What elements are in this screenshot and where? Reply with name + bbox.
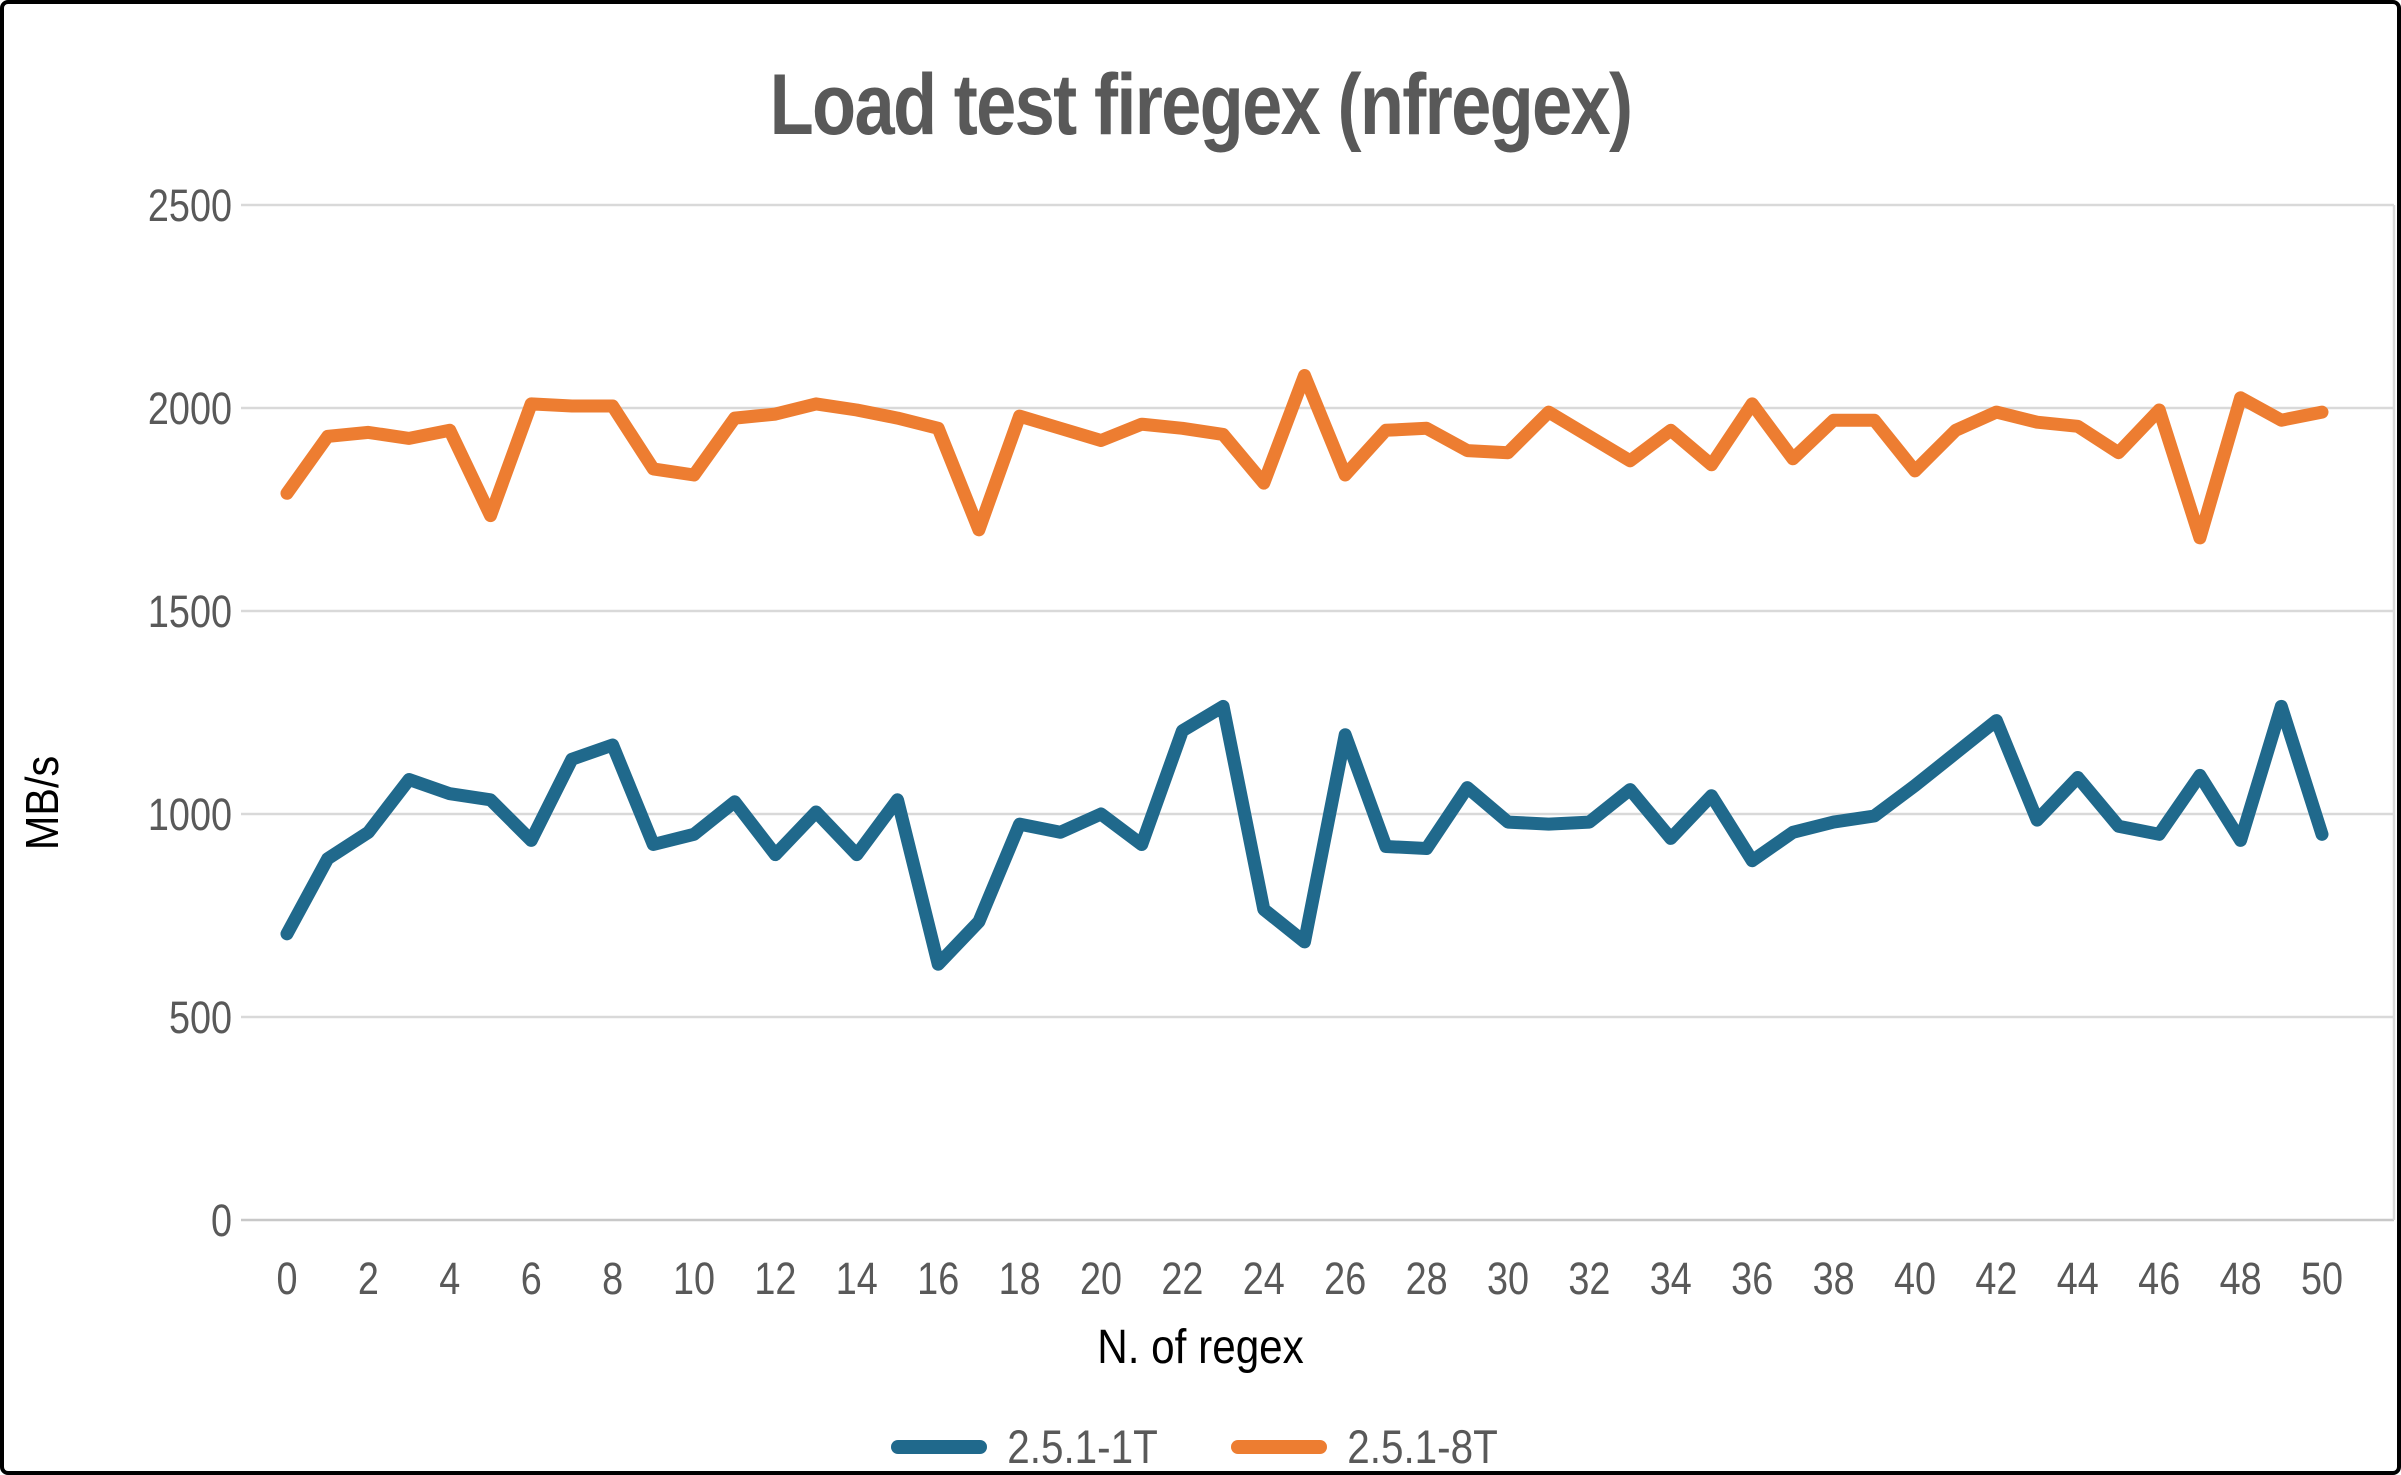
x-tick-10: 10 bbox=[673, 1253, 715, 1304]
y-tick-2500: 2500 bbox=[148, 180, 232, 231]
svg-text:48: 48 bbox=[2220, 1253, 2262, 1304]
svg-text:32: 32 bbox=[1568, 1253, 1610, 1304]
svg-text:1500: 1500 bbox=[148, 586, 232, 637]
x-tick-44: 44 bbox=[2057, 1253, 2099, 1304]
x-tick-42: 42 bbox=[1975, 1253, 2017, 1304]
svg-text:18: 18 bbox=[999, 1253, 1041, 1304]
legend-swatch-8T bbox=[1230, 1439, 1327, 1454]
svg-text:36: 36 bbox=[1731, 1253, 1773, 1304]
x-tick-20: 20 bbox=[1080, 1253, 1122, 1304]
x-tick-22: 22 bbox=[1161, 1253, 1203, 1304]
x-tick-30: 30 bbox=[1487, 1253, 1529, 1304]
legend-label-1T: 2.5.1-1T bbox=[1007, 1420, 1159, 1473]
legend-swatch-1T bbox=[891, 1439, 988, 1454]
legend-item-1T: 2.5.1-1T bbox=[891, 1419, 1170, 1473]
svg-text:44: 44 bbox=[2057, 1253, 2099, 1304]
x-tick-24: 24 bbox=[1243, 1253, 1285, 1304]
svg-text:8: 8 bbox=[602, 1253, 623, 1304]
x-tick-38: 38 bbox=[1813, 1253, 1855, 1304]
y-tick-0: 0 bbox=[211, 1195, 232, 1246]
x-tick-48: 48 bbox=[2220, 1253, 2262, 1304]
svg-text:50: 50 bbox=[2301, 1253, 2343, 1304]
svg-text:22: 22 bbox=[1161, 1253, 1203, 1304]
x-axis-title: N. of regex bbox=[1097, 1321, 1304, 1374]
x-tick-34: 34 bbox=[1650, 1253, 1692, 1304]
x-tick-12: 12 bbox=[754, 1253, 796, 1304]
svg-text:10: 10 bbox=[673, 1253, 715, 1304]
chart-title: Load test firegex (nfregex) bbox=[769, 57, 1634, 153]
legend-label-8T: 2.5.1-8T bbox=[1346, 1420, 1498, 1473]
x-tick-4: 4 bbox=[439, 1253, 460, 1304]
x-tick-6: 6 bbox=[521, 1253, 542, 1304]
legend-item-8T: 2.5.1-8T bbox=[1230, 1419, 1510, 1473]
svg-text:38: 38 bbox=[1813, 1253, 1855, 1304]
x-tick-28: 28 bbox=[1406, 1253, 1448, 1304]
svg-text:0: 0 bbox=[211, 1195, 232, 1246]
x-tick-32: 32 bbox=[1568, 1253, 1610, 1304]
svg-text:14: 14 bbox=[836, 1253, 878, 1304]
x-tick-40: 40 bbox=[1894, 1253, 1936, 1304]
x-tick-50: 50 bbox=[2301, 1253, 2343, 1304]
legend: 2.5.1-1T 2.5.1-8T bbox=[4, 1419, 2397, 1473]
svg-text:16: 16 bbox=[917, 1253, 959, 1304]
series-line-2.5.1-1T bbox=[280, 699, 2329, 971]
svg-text:2000: 2000 bbox=[148, 383, 232, 434]
x-tick-8: 8 bbox=[602, 1253, 623, 1304]
svg-text:40: 40 bbox=[1894, 1253, 1936, 1304]
x-tick-14: 14 bbox=[836, 1253, 878, 1304]
svg-text:42: 42 bbox=[1975, 1253, 2017, 1304]
svg-text:30: 30 bbox=[1487, 1253, 1529, 1304]
x-tick-16: 16 bbox=[917, 1253, 959, 1304]
x-tick-18: 18 bbox=[999, 1253, 1041, 1304]
svg-text:4: 4 bbox=[439, 1253, 460, 1304]
svg-text:2500: 2500 bbox=[148, 180, 232, 231]
svg-text:28: 28 bbox=[1406, 1253, 1448, 1304]
y-tick-500: 500 bbox=[169, 992, 232, 1043]
svg-text:1000: 1000 bbox=[148, 789, 232, 840]
y-tick-1500: 1500 bbox=[148, 586, 232, 637]
y-tick-1000: 1000 bbox=[148, 789, 232, 840]
svg-text:12: 12 bbox=[754, 1253, 796, 1304]
svg-text:34: 34 bbox=[1650, 1253, 1692, 1304]
svg-text:26: 26 bbox=[1324, 1253, 1366, 1304]
svg-text:6: 6 bbox=[521, 1253, 542, 1304]
svg-text:20: 20 bbox=[1080, 1253, 1122, 1304]
svg-text:0: 0 bbox=[276, 1253, 297, 1304]
x-tick-0: 0 bbox=[276, 1253, 297, 1304]
svg-text:24: 24 bbox=[1243, 1253, 1285, 1304]
svg-text:2: 2 bbox=[358, 1253, 379, 1304]
svg-text:500: 500 bbox=[169, 992, 232, 1043]
x-tick-46: 46 bbox=[2138, 1253, 2180, 1304]
series-line-2.5.1-8T bbox=[280, 369, 2329, 545]
x-tick-26: 26 bbox=[1324, 1253, 1366, 1304]
y-axis-title: MB/s bbox=[16, 755, 68, 851]
x-tick-36: 36 bbox=[1731, 1253, 1773, 1304]
y-tick-2000: 2000 bbox=[148, 383, 232, 434]
svg-text:46: 46 bbox=[2138, 1253, 2180, 1304]
x-tick-2: 2 bbox=[358, 1253, 379, 1304]
